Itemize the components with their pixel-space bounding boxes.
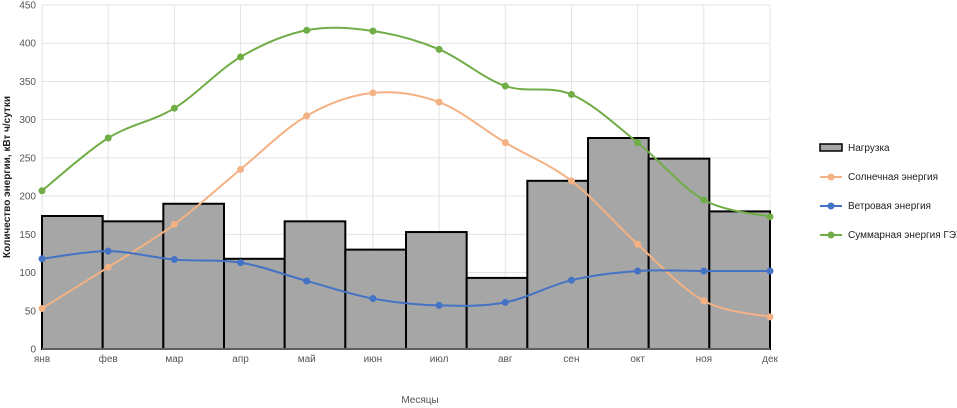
x-tick-label: май [298, 354, 316, 365]
x-tick-label: окт [630, 354, 645, 365]
series-point [766, 313, 774, 321]
load-bar [708, 210, 771, 350]
x-tick-label: апр [232, 354, 249, 365]
y-tick-label: 400 [19, 39, 36, 50]
legend-label: Нагрузка [848, 143, 890, 154]
series-point [104, 134, 112, 142]
y-tick-label: 100 [19, 268, 36, 279]
y-tick-label: 300 [19, 115, 36, 126]
load-bar [101, 220, 165, 351]
series-point [634, 267, 642, 275]
load-bar [465, 276, 529, 351]
legend-swatch-load [819, 143, 843, 152]
series-point [435, 45, 443, 53]
series-point [38, 304, 46, 312]
x-tick-label: дек [762, 354, 778, 365]
series-point [766, 267, 774, 275]
series-point [170, 256, 178, 264]
x-tick-label: июл [430, 354, 449, 365]
series-point [501, 139, 509, 147]
series-point [237, 53, 245, 61]
series-point [303, 277, 311, 285]
legend-swatch-marker [827, 202, 835, 210]
legend-swatch-marker [827, 231, 835, 239]
x-tick-label: мар [165, 354, 183, 365]
series-point [369, 295, 377, 303]
y-tick-label: 200 [19, 192, 36, 203]
series-point [567, 276, 575, 284]
legend-label: Суммарная энергия ГЭУ [848, 230, 957, 241]
legend-label: Ветровая энергия [848, 201, 931, 212]
x-tick-label: июн [364, 354, 383, 365]
legend-label: Солнечная энергия [848, 172, 938, 183]
series-line [41, 26, 771, 218]
y-tick-label: 350 [19, 77, 36, 88]
series-point [435, 98, 443, 106]
legend-swatch-marker [827, 173, 835, 181]
x-tick-label: янв [34, 354, 50, 365]
series-line [41, 250, 770, 307]
series-point [700, 297, 708, 305]
series-point [369, 27, 377, 35]
series-point [700, 267, 708, 275]
series-point [38, 187, 46, 195]
series-point [104, 263, 112, 271]
y-tick-label: 450 [19, 1, 36, 12]
y-tick-label: 150 [19, 230, 36, 241]
series-point [766, 213, 774, 221]
series-point [170, 104, 178, 112]
y-tick-label: 250 [19, 153, 36, 164]
x-tick-label: фев [99, 353, 118, 365]
series-point [303, 26, 311, 34]
series-point [567, 177, 575, 185]
series-point [303, 112, 311, 120]
series-point [567, 90, 575, 98]
series-point [501, 82, 509, 90]
axes: 0 50 100 150 200 250 300 350 400 450 янв фев мар апр м… [19, 1, 778, 366]
x-axis-label: Месяцы [401, 395, 438, 406]
series-point [435, 301, 443, 309]
bars [41, 137, 771, 351]
series-point [170, 220, 178, 228]
series-point [634, 139, 642, 147]
x-tick-label: ноя [696, 354, 713, 365]
load-bar [283, 220, 347, 351]
load-bar [405, 231, 468, 350]
y-tick-label: 0 [30, 345, 36, 356]
series-point [237, 259, 245, 267]
series-point [700, 196, 708, 204]
series-point [634, 240, 642, 248]
series-point [104, 247, 112, 255]
load-bar [647, 157, 711, 350]
series-point [237, 165, 245, 173]
y-tick-label: 50 [25, 306, 37, 317]
lines [38, 26, 774, 321]
legend: Нагрузка Солнечная энергия Ветровая энерги… [819, 143, 957, 241]
series-point [501, 298, 509, 306]
series-point [38, 255, 46, 263]
series-point [369, 89, 377, 97]
x-tick-label: сен [563, 354, 579, 365]
load-bar [41, 214, 104, 350]
y-axis-label: Количество энергии, кВт ч/сутки [2, 96, 13, 258]
x-tick-label: авг [498, 354, 513, 365]
load-bar [526, 179, 589, 350]
